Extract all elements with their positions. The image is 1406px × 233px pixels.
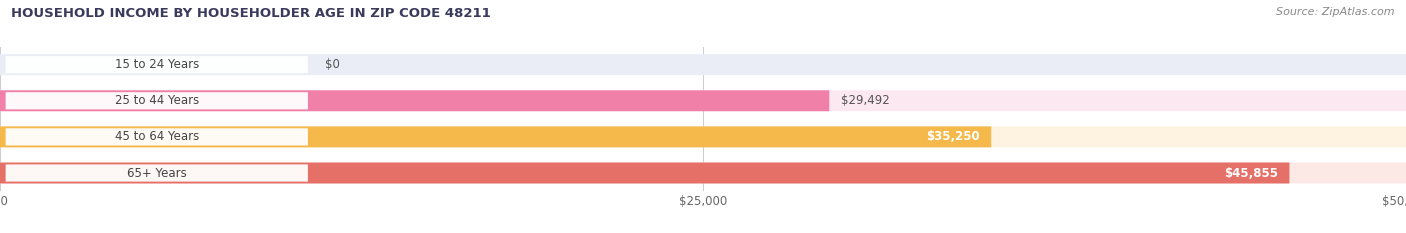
FancyBboxPatch shape	[0, 90, 1406, 111]
FancyBboxPatch shape	[0, 163, 1289, 183]
Text: 15 to 24 Years: 15 to 24 Years	[115, 58, 198, 71]
FancyBboxPatch shape	[0, 163, 1406, 183]
FancyBboxPatch shape	[0, 54, 1406, 75]
Text: Source: ZipAtlas.com: Source: ZipAtlas.com	[1277, 7, 1395, 17]
FancyBboxPatch shape	[6, 164, 308, 182]
Text: $35,250: $35,250	[927, 130, 980, 143]
FancyBboxPatch shape	[6, 128, 308, 145]
FancyBboxPatch shape	[6, 56, 308, 73]
Text: 25 to 44 Years: 25 to 44 Years	[115, 94, 198, 107]
Text: $45,855: $45,855	[1225, 167, 1278, 179]
FancyBboxPatch shape	[6, 92, 308, 109]
Text: 65+ Years: 65+ Years	[127, 167, 187, 179]
FancyBboxPatch shape	[0, 90, 830, 111]
Text: HOUSEHOLD INCOME BY HOUSEHOLDER AGE IN ZIP CODE 48211: HOUSEHOLD INCOME BY HOUSEHOLDER AGE IN Z…	[11, 7, 491, 20]
Text: $0: $0	[325, 58, 340, 71]
FancyBboxPatch shape	[0, 127, 991, 147]
Text: $29,492: $29,492	[841, 94, 890, 107]
Text: 45 to 64 Years: 45 to 64 Years	[115, 130, 198, 143]
FancyBboxPatch shape	[0, 127, 1406, 147]
